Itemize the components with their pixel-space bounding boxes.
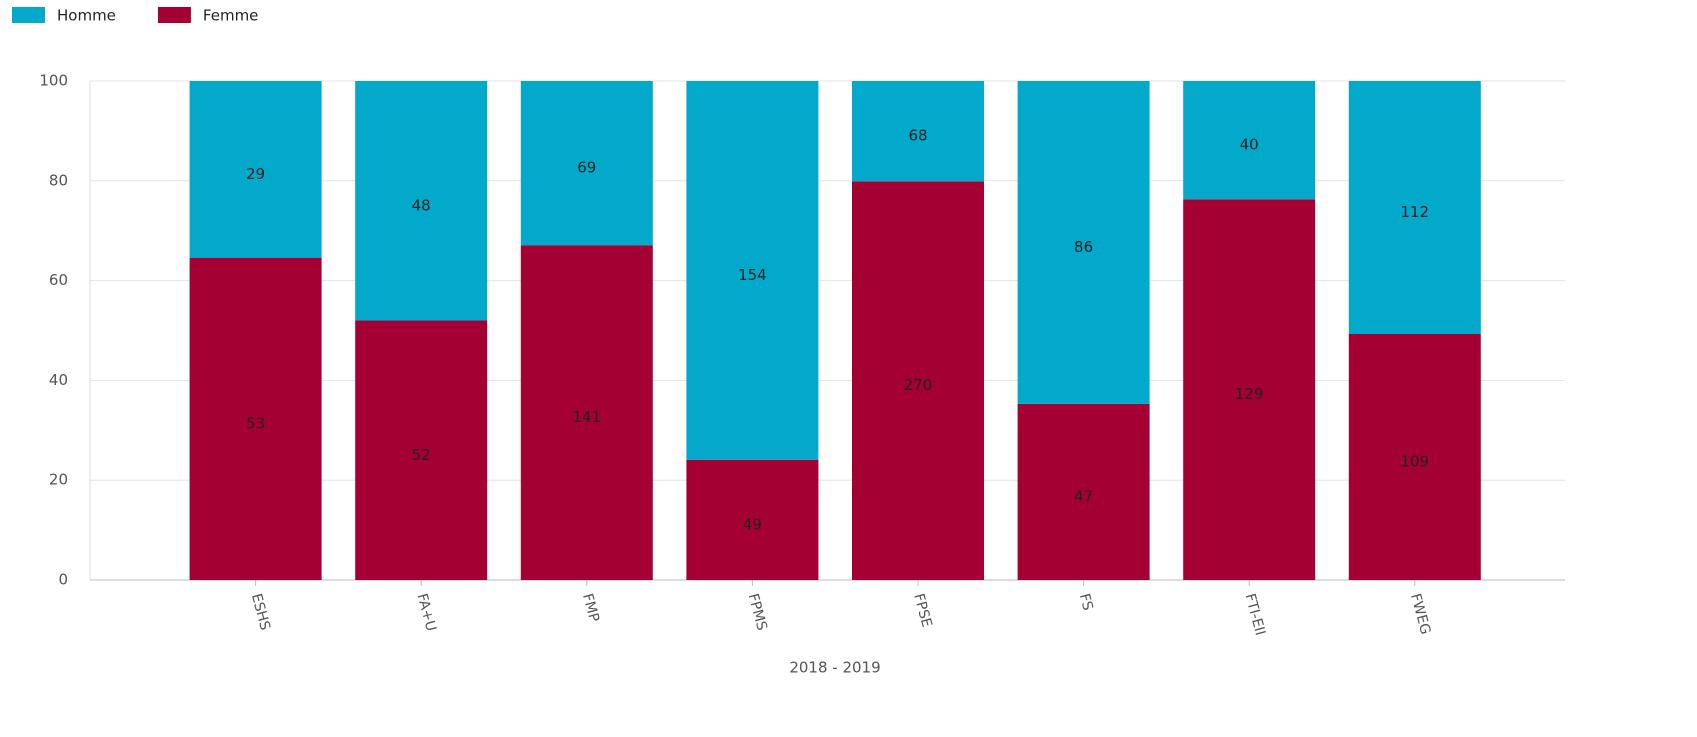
bar-segment — [520, 245, 653, 580]
x-tick-label: FTI-EII — [1241, 592, 1267, 637]
bar-segment — [1348, 333, 1481, 580]
data-label: 69 — [577, 159, 596, 177]
x-tick-label: ESHS — [248, 592, 273, 632]
bar-segment — [852, 181, 984, 580]
data-label: 129 — [1235, 385, 1264, 403]
x-tick-label: FPSE — [910, 592, 934, 629]
y-tick-label: 0 — [58, 571, 68, 589]
legend-label: Homme — [57, 7, 116, 25]
bar-segment — [1017, 403, 1150, 580]
y-tick-label: 40 — [49, 371, 68, 389]
bar-segment — [686, 81, 819, 460]
data-label: 40 — [1240, 136, 1259, 154]
bar-segment — [355, 81, 488, 321]
y-tick-label: 20 — [49, 471, 68, 489]
data-label: 52 — [412, 446, 431, 464]
y-tick-label: 80 — [49, 171, 68, 189]
data-label: 154 — [738, 266, 767, 284]
x-tick-label: FWEG — [1407, 592, 1433, 636]
data-label: 109 — [1400, 452, 1429, 470]
data-label: 270 — [904, 376, 933, 394]
data-label: 48 — [412, 196, 431, 214]
bar-segment — [852, 81, 984, 182]
x-tick-label: FS — [1076, 592, 1096, 612]
x-tick-label: FMP — [579, 592, 602, 624]
x-axis-title: 2018 - 2019 — [789, 659, 880, 677]
data-label: 53 — [246, 414, 265, 432]
data-label: 141 — [572, 408, 601, 426]
bar-segment — [1183, 81, 1316, 200]
bar-segment — [1017, 81, 1150, 404]
bar-segment — [1348, 81, 1481, 334]
y-tick-label: 60 — [49, 271, 68, 289]
x-tick-label: FA+U — [413, 592, 438, 633]
x-tick-label: FPMS — [745, 592, 770, 632]
data-label: 29 — [246, 165, 265, 183]
data-label: 68 — [908, 127, 927, 145]
bar-segment — [189, 81, 322, 258]
legend-swatch — [12, 7, 45, 23]
legend-label: Femme — [203, 7, 259, 25]
bar-segment — [1183, 199, 1316, 580]
data-label: 49 — [743, 515, 762, 533]
legend-swatch — [157, 7, 191, 23]
y-tick-label: 100 — [39, 72, 68, 90]
bar-segment — [189, 257, 322, 580]
bar-segment — [520, 81, 653, 246]
data-label: 112 — [1400, 203, 1429, 221]
data-label: 47 — [1074, 487, 1093, 505]
bar-segment — [686, 459, 819, 580]
data-label: 86 — [1074, 238, 1093, 256]
bar-segment — [355, 320, 488, 580]
